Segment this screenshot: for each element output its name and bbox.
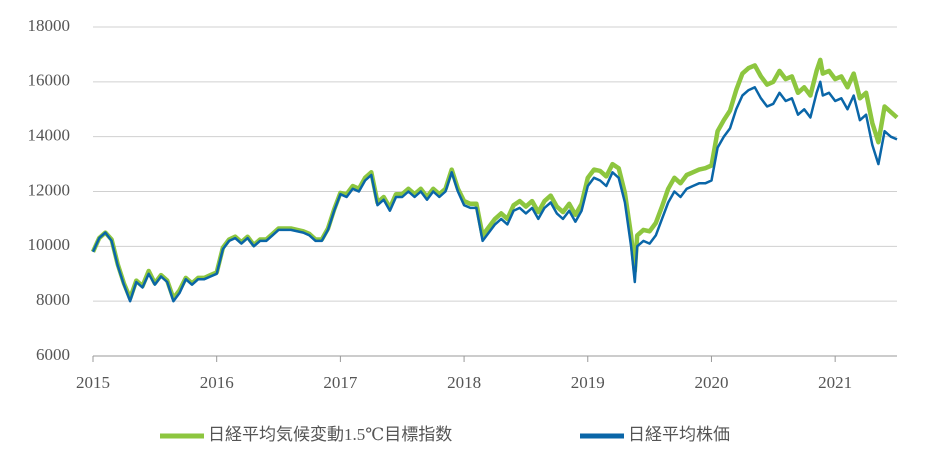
y-tick-label: 18000 <box>28 16 71 35</box>
legend-label: 日経平均株価 <box>628 425 730 444</box>
x-tick-label: 2015 <box>76 373 110 392</box>
legend-label: 日経平均気候変動1.5℃目標指数 <box>208 425 452 444</box>
y-tick-label: 16000 <box>28 71 71 90</box>
x-tick-label: 2020 <box>694 373 728 392</box>
y-tick-label: 12000 <box>28 180 71 199</box>
series-line <box>90 57 899 301</box>
x-tick-label: 2018 <box>447 373 481 392</box>
x-tick-label: 2017 <box>323 373 358 392</box>
y-tick-label: 14000 <box>28 126 71 145</box>
x-tick-label: 2021 <box>818 373 852 392</box>
y-tick-label: 10000 <box>28 235 71 254</box>
y-tick-label: 6000 <box>36 345 70 364</box>
series-line <box>91 80 898 303</box>
x-tick-label: 2016 <box>200 373 234 392</box>
x-tick-label: 2019 <box>571 373 605 392</box>
y-tick-label: 8000 <box>36 290 70 309</box>
